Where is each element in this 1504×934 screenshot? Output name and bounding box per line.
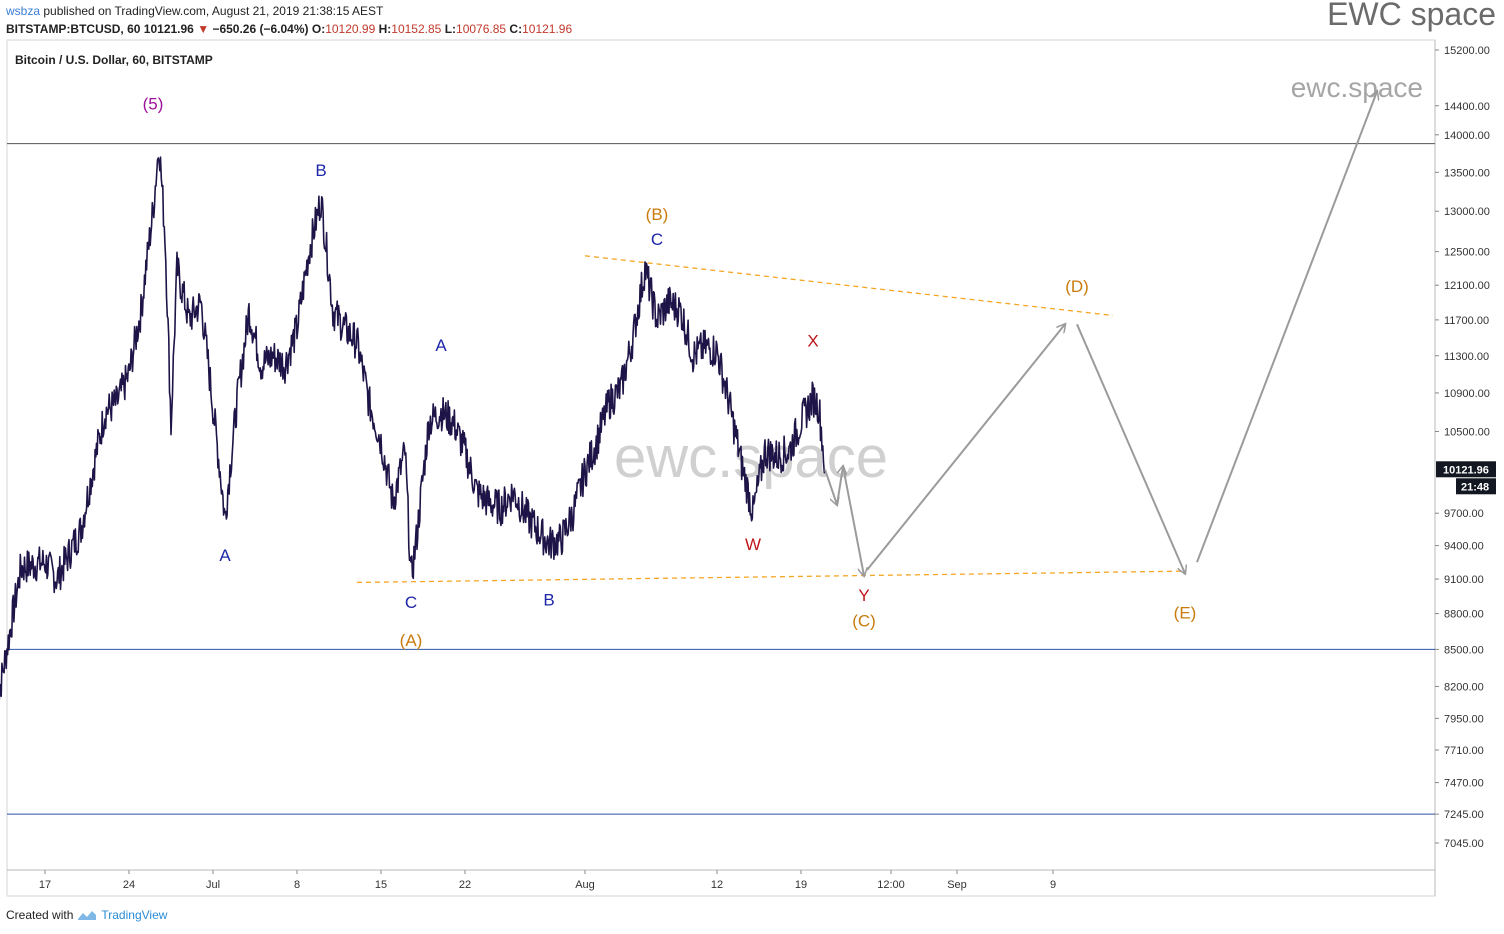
wave-label: A (219, 546, 231, 565)
price-tick-label: 7045.00 (1444, 838, 1484, 850)
time-tick-label: Jul (206, 879, 220, 891)
tradingview-link[interactable]: TradingView (101, 908, 168, 922)
projection-arrows (824, 92, 1377, 576)
publish-text: published on TradingView.com, August 21,… (43, 4, 384, 18)
projection-arrow (824, 469, 837, 504)
price-axis-ticks: 15200.00 14400.00 14000.00 13500.00 13000.00… (1435, 45, 1490, 850)
wave-label: (5) (143, 94, 164, 113)
price-tick-label: 7245.00 (1444, 809, 1484, 821)
wave-label: (B) (646, 205, 669, 224)
price-tick-label: 14400.00 (1444, 101, 1490, 113)
projection-arrow (836, 466, 843, 505)
price-tick-label: 10500.00 (1444, 426, 1490, 438)
low-value: 10076.85 (456, 22, 507, 36)
projection-arrow (866, 324, 1065, 571)
last-price-tag-bg (1436, 461, 1496, 478)
tradingview-logo-icon (78, 911, 97, 920)
center-watermark: ewc.space (614, 425, 888, 490)
last-price-tag: 10121.96 (1443, 464, 1489, 476)
projection-arrow (1196, 92, 1377, 563)
projection-arrow (1076, 323, 1185, 573)
price-change: −650.26 (−6.04%) (212, 22, 309, 36)
close-label: C: (509, 22, 523, 36)
wave-label: (D) (1065, 277, 1089, 296)
time-tick-label: 19 (795, 879, 807, 891)
time-tick-label: 8 (294, 879, 300, 891)
open-value: 10120.99 (325, 22, 376, 36)
price-tick-label: 13000.00 (1444, 206, 1490, 218)
wave-label: Y (858, 586, 869, 605)
price-tick-label: 12100.00 (1444, 280, 1490, 292)
triangle-lines (356, 255, 1186, 584)
price-tick-label: 9100.00 (1444, 574, 1484, 586)
triangle-trendline (356, 570, 1186, 584)
time-tick-label: 17 (39, 879, 51, 891)
wave-labels: (5) A B A C (A) B (B) C W X Y (C) (D) (E) (143, 94, 1197, 649)
time-tick-label: 24 (123, 879, 135, 891)
price-tick-label: 12500.00 (1444, 247, 1490, 259)
price-tick-label: 8200.00 (1444, 681, 1484, 693)
wave-label: C (405, 593, 417, 612)
price-tick-label: 13500.00 (1444, 167, 1490, 179)
time-tick-label: 12:00 (877, 879, 905, 891)
down-triangle-icon: ▼ (197, 22, 210, 36)
time-tick-label: 9 (1050, 879, 1056, 891)
price-tick-label: 10900.00 (1444, 388, 1490, 400)
chart-watermark: ewc.space (1291, 72, 1423, 103)
footer: Created with TradingView (6, 908, 167, 922)
countdown-tag-bg (1456, 478, 1496, 495)
price-line (0, 156, 826, 701)
countdown-tag: 21:48 (1461, 481, 1489, 493)
close-value: 10121.96 (522, 22, 573, 36)
price-tick-label: 14000.00 (1444, 130, 1490, 142)
open-label: O: (311, 22, 326, 36)
symbol-info-bar: BITSTAMP:BTCUSD, 60 10121.96 ▼ −650.26 (… (6, 22, 572, 36)
horizontal-lines (7, 143, 1435, 815)
publish-info: wsbza published on TradingView.com, Augu… (6, 4, 383, 18)
low-label: L: (444, 22, 457, 36)
price-tick-label: 7950.00 (1444, 713, 1484, 725)
time-tick-label: Aug (575, 879, 595, 891)
wave-label: A (435, 336, 447, 355)
price-tick-label: 8800.00 (1444, 609, 1484, 621)
projection-arrow (842, 466, 864, 575)
last-price: 10121.96 (143, 22, 194, 36)
brand-watermark-top: EWC space (1327, 0, 1496, 32)
wave-label: B (543, 590, 554, 609)
price-tags: 10121.96 21:48 (1436, 461, 1496, 495)
price-tick-label: 8500.00 (1444, 644, 1484, 656)
triangle-trendline (584, 255, 1114, 317)
price-tick-label: 9700.00 (1444, 508, 1484, 520)
time-tick-label: 15 (375, 879, 387, 891)
price-tick-label: 11700.00 (1444, 315, 1489, 327)
wave-label: X (807, 332, 818, 351)
wave-label: W (745, 535, 761, 554)
high-label: H: (378, 22, 392, 36)
price-tick-label: 11300.00 (1444, 351, 1489, 363)
time-axis-ticks: 17 24 Jul 8 15 22 Aug 12 19 12:00 Sep 9 (39, 870, 1056, 891)
time-tick-label: 12 (711, 879, 723, 891)
chart-title: Bitcoin / U.S. Dollar, 60, BITSTAMP (15, 53, 213, 67)
created-with-text: Created with (6, 908, 74, 922)
publisher-username[interactable]: wsbza (6, 4, 41, 18)
wave-label: (A) (400, 631, 423, 650)
wave-label: C (651, 230, 663, 249)
wave-label: B (315, 161, 326, 180)
wave-label: (C) (852, 612, 876, 631)
price-series (0, 156, 826, 701)
price-tick-label: 9400.00 (1444, 541, 1484, 553)
symbol-name: BITSTAMP:BTCUSD, 60 (6, 22, 141, 36)
wave-label: (E) (1174, 603, 1197, 622)
high-value: 10152.85 (391, 22, 442, 36)
price-tick-label: 7470.00 (1444, 778, 1484, 790)
price-tick-label: 7710.00 (1444, 745, 1484, 757)
price-tick-label: 15200.00 (1444, 45, 1490, 57)
time-tick-label: Sep (947, 879, 967, 891)
time-tick-label: 22 (459, 879, 471, 891)
